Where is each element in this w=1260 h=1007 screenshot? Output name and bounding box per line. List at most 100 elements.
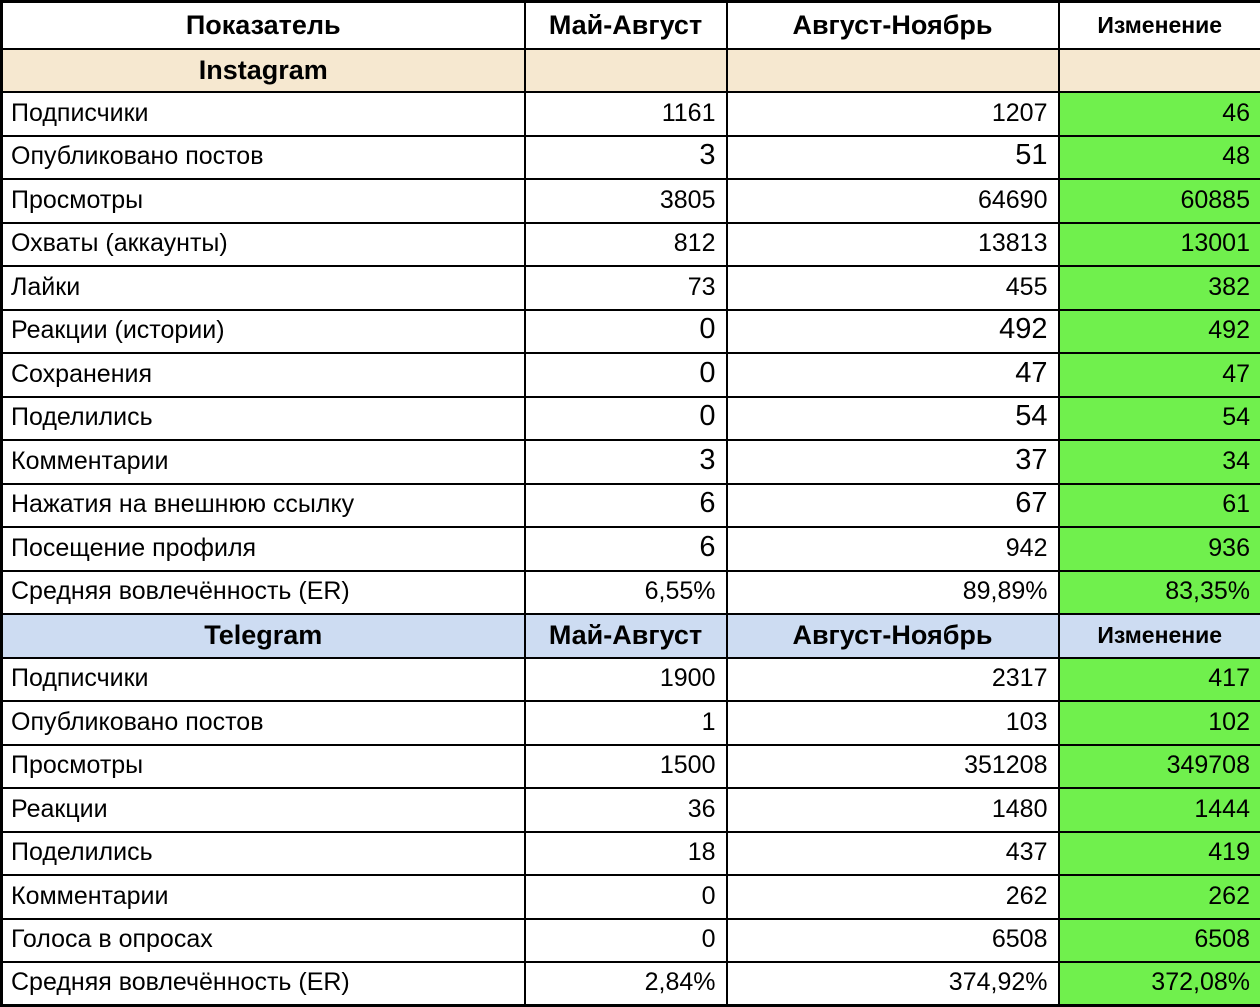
period1-value: 0 — [525, 310, 727, 354]
period1-value: 1500 — [525, 745, 727, 789]
period1-value: 6 — [525, 484, 727, 528]
change-value: 46 — [1059, 92, 1260, 136]
metric-label: Посещение профиля — [2, 527, 525, 571]
period1-value: 1 — [525, 701, 727, 745]
period2-value: 374,92% — [727, 962, 1059, 1006]
metric-label: Комментарии — [2, 440, 525, 484]
period1-value: 1900 — [525, 658, 727, 702]
metric-label: Подписчики — [2, 658, 525, 702]
period2-value: 942 — [727, 527, 1059, 571]
section-header-empty-change — [1059, 49, 1260, 93]
metric-label: Комментарии — [2, 875, 525, 919]
period2-value: 492 — [727, 310, 1059, 354]
period2-value: 1480 — [727, 788, 1059, 832]
period1-value: 36 — [525, 788, 727, 832]
change-value: 34 — [1059, 440, 1260, 484]
period1-value: 3 — [525, 136, 727, 180]
section-header-row-instagram: Instagram — [2, 49, 1260, 93]
period1-value: 0 — [525, 919, 727, 963]
period2-value: 89,89% — [727, 571, 1059, 615]
change-value: 349708 — [1059, 745, 1260, 789]
period1-value: 812 — [525, 223, 727, 267]
metric-label: Поделились — [2, 397, 525, 441]
change-value: 262 — [1059, 875, 1260, 919]
change-value: 83,35% — [1059, 571, 1260, 615]
col-header-period2: Август-Ноябрь — [727, 2, 1059, 49]
period2-value: 47 — [727, 353, 1059, 397]
section-col-header-change: Изменение — [1059, 614, 1260, 658]
table-row: Средняя вовлечённость (ER)2,84%374,92%37… — [2, 962, 1260, 1006]
metric-label: Средняя вовлечённость (ER) — [2, 571, 525, 615]
section-col-header-period2: Август-Ноябрь — [727, 614, 1059, 658]
change-value: 419 — [1059, 832, 1260, 876]
change-value: 382 — [1059, 266, 1260, 310]
change-value: 417 — [1059, 658, 1260, 702]
period2-value: 1207 — [727, 92, 1059, 136]
metric-label: Сохранения — [2, 353, 525, 397]
change-value: 47 — [1059, 353, 1260, 397]
period1-value: 73 — [525, 266, 727, 310]
table-row: Средняя вовлечённость (ER)6,55%89,89%83,… — [2, 571, 1260, 615]
col-header-change: Изменение — [1059, 2, 1260, 49]
change-value: 54 — [1059, 397, 1260, 441]
section-title-instagram: Instagram — [2, 49, 525, 93]
period2-value: 6508 — [727, 919, 1059, 963]
change-value: 1444 — [1059, 788, 1260, 832]
period2-value: 51 — [727, 136, 1059, 180]
period1-value: 3805 — [525, 179, 727, 223]
section-header-empty-period2 — [727, 49, 1059, 93]
metric-label: Опубликовано постов — [2, 136, 525, 180]
period2-value: 262 — [727, 875, 1059, 919]
metric-label: Лайки — [2, 266, 525, 310]
period2-value: 54 — [727, 397, 1059, 441]
period2-value: 455 — [727, 266, 1059, 310]
period1-value: 0 — [525, 397, 727, 441]
period2-value: 2317 — [727, 658, 1059, 702]
change-value: 492 — [1059, 310, 1260, 354]
section-col-header-period1: Май-Август — [525, 614, 727, 658]
metric-label: Поделились — [2, 832, 525, 876]
column-header-row: Показатель Май-Август Август-Ноябрь Изме… — [2, 2, 1260, 49]
change-value: 936 — [1059, 527, 1260, 571]
period1-value: 6 — [525, 527, 727, 571]
change-value: 61 — [1059, 484, 1260, 528]
period2-value: 67 — [727, 484, 1059, 528]
metric-label: Просмотры — [2, 745, 525, 789]
period1-value: 2,84% — [525, 962, 727, 1006]
period1-value: 6,55% — [525, 571, 727, 615]
change-value: 6508 — [1059, 919, 1260, 963]
metric-label: Подписчики — [2, 92, 525, 136]
period1-value: 3 — [525, 440, 727, 484]
period1-value: 1161 — [525, 92, 727, 136]
metric-label: Просмотры — [2, 179, 525, 223]
section-header-empty-period1 — [525, 49, 727, 93]
change-value: 48 — [1059, 136, 1260, 180]
metric-label: Голоса в опросах — [2, 919, 525, 963]
change-value: 372,08% — [1059, 962, 1260, 1006]
period1-value: 0 — [525, 875, 727, 919]
period2-value: 37 — [727, 440, 1059, 484]
change-value: 102 — [1059, 701, 1260, 745]
period2-value: 103 — [727, 701, 1059, 745]
metric-label: Опубликовано постов — [2, 701, 525, 745]
metric-label: Охваты (аккаунты) — [2, 223, 525, 267]
period2-value: 64690 — [727, 179, 1059, 223]
